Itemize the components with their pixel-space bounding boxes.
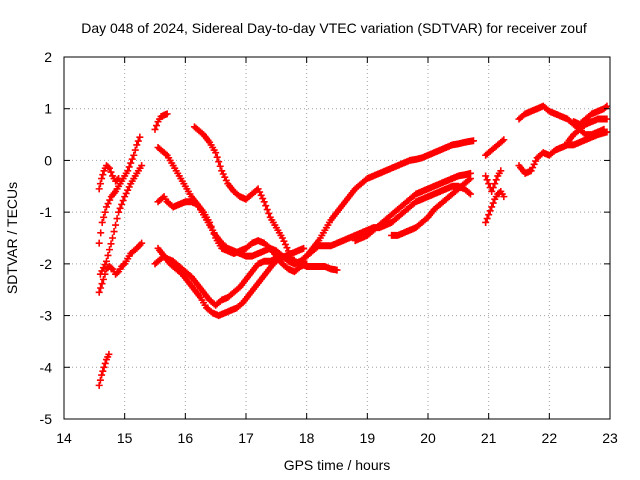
series-markers — [482, 167, 505, 195]
x-tick-label: 23 — [602, 430, 618, 446]
series-track-18 — [515, 128, 611, 177]
y-tick-label: -3 — [40, 308, 53, 324]
series-markers — [564, 115, 611, 146]
series-markers — [351, 169, 474, 245]
y-tick-label: 0 — [44, 152, 52, 168]
series-markers — [95, 162, 123, 193]
series-markers — [96, 162, 146, 278]
series-track-19 — [564, 115, 611, 146]
series-markers — [95, 239, 146, 296]
y-tick-label: -2 — [40, 256, 53, 272]
plot-frame — [63, 56, 611, 420]
series-track-3 — [95, 133, 144, 247]
x-tick-label: 18 — [299, 430, 315, 446]
x-tick-label: 21 — [481, 430, 497, 446]
series-track-13 — [388, 175, 474, 239]
x-tick-label: 14 — [56, 430, 72, 446]
x-axis-ticks: 14 15 16 17 18 19 20 21 22 23 — [56, 57, 618, 446]
x-tick-label: 17 — [238, 430, 254, 446]
series-track-11 — [190, 123, 474, 268]
series-markers — [388, 175, 474, 239]
series-markers — [190, 123, 474, 268]
series-markers — [482, 136, 508, 159]
data-series — [95, 102, 611, 389]
series-track-6 — [151, 110, 171, 133]
series-track-15 — [482, 187, 508, 226]
x-tick-label: 16 — [178, 430, 194, 446]
series-markers — [95, 350, 113, 389]
series-markers — [154, 244, 308, 320]
series-track-10 — [154, 244, 308, 320]
series-track-4 — [95, 162, 123, 193]
x-axis-label: GPS time / hours — [284, 457, 391, 473]
series-track-14 — [482, 136, 508, 159]
y-axis-ticks: -5 -4 -3 -2 -1 0 1 2 — [40, 49, 610, 427]
series-markers — [482, 187, 508, 226]
series-track-20 — [570, 102, 611, 128]
series-track-16 — [482, 167, 505, 195]
x-tick-label: 20 — [420, 430, 436, 446]
series-markers — [515, 128, 611, 177]
chart-title: Day 048 of 2024, Sidereal Day-to-day VTE… — [81, 20, 587, 36]
y-tick-label: -4 — [40, 359, 53, 375]
series-track-1 — [95, 350, 113, 389]
x-tick-label: 22 — [542, 430, 558, 446]
y-tick-label: -5 — [40, 411, 53, 427]
series-markers — [95, 133, 144, 247]
series-markers — [151, 110, 171, 133]
y-axis-label: SDTVAR / TECUs — [4, 182, 20, 294]
x-tick-label: 15 — [117, 430, 133, 446]
series-track-12 — [351, 169, 474, 245]
series-markers — [570, 102, 611, 128]
y-tick-label: 2 — [44, 49, 52, 65]
x-tick-label: 19 — [360, 430, 376, 446]
y-tick-label: -1 — [40, 204, 53, 220]
series-track-2 — [95, 239, 146, 296]
series-track-5 — [96, 162, 146, 278]
y-tick-label: 1 — [44, 101, 52, 117]
